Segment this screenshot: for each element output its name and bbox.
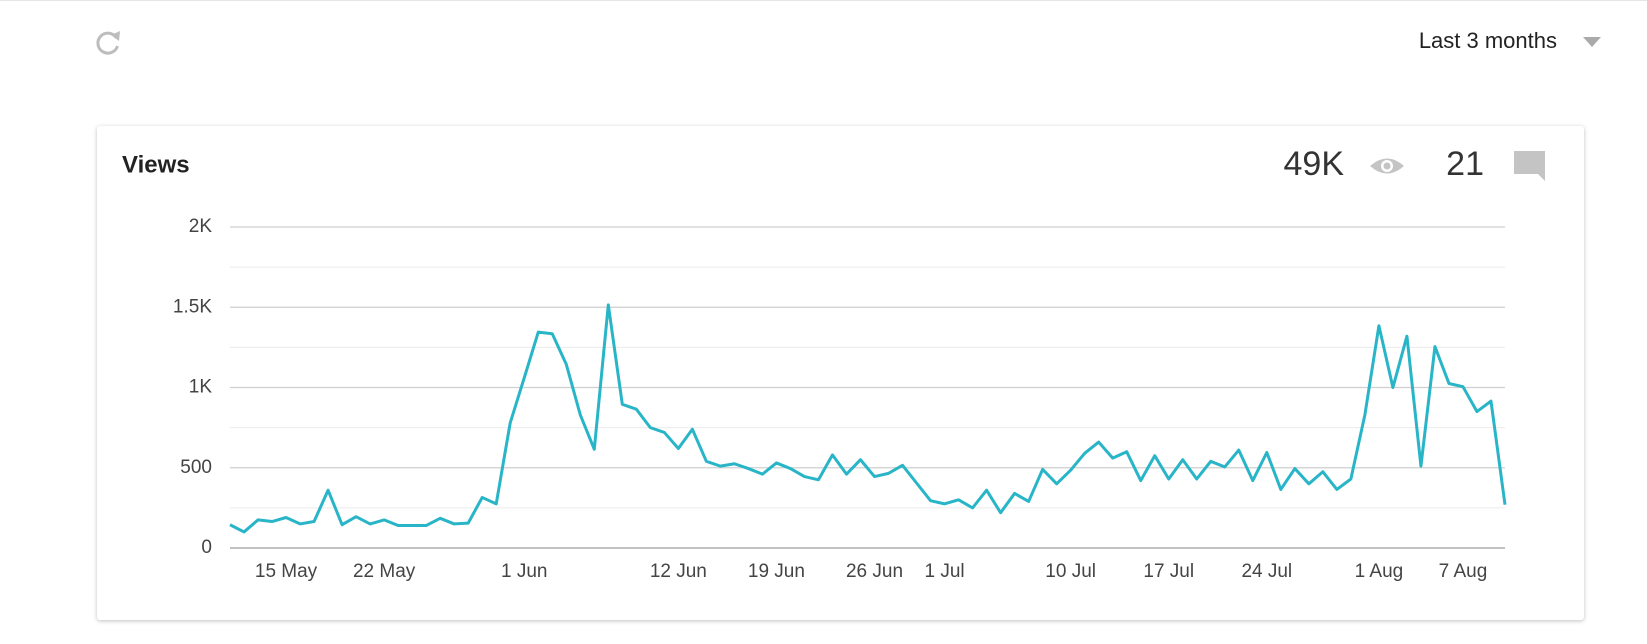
x-tick-label: 24 Jul [1241,561,1292,582]
dropdown-arrow [1583,37,1601,47]
x-tick-label: 1 Jun [501,561,547,582]
card-title: Views [122,151,190,178]
refresh-button[interactable] [96,31,120,55]
x-tick-label: 26 Jun [846,561,903,582]
x-tick-label: 17 Jul [1143,561,1194,582]
range-dropdown[interactable]: Last 3 months [1419,28,1601,53]
x-tick-label: 1 Aug [1355,561,1404,582]
x-tick-label: 12 Jun [650,561,707,582]
y-tick-label: 0 [201,537,212,558]
y-tick-label: 2K [189,216,213,237]
refresh-icon [96,31,119,55]
x-tick-label: 19 Jun [748,561,805,582]
x-tick-label: 15 May [255,561,318,582]
top-rule [0,0,1647,1]
y-tick-label: 1.5K [173,296,212,317]
x-tick-label: 10 Jul [1045,561,1096,582]
eye-pupil [1383,162,1391,170]
refresh-arrow [111,31,120,41]
card [97,126,1584,620]
range-label: Last 3 months [1419,28,1557,53]
x-tick-label: 1 Jul [924,561,964,582]
total-views: 49K [1284,145,1345,183]
eye-icon [1370,158,1404,174]
views-line [229,303,1507,534]
x-tick-label: 22 May [353,561,416,582]
x-tick-label: 7 Aug [1439,561,1488,582]
y-tick-label: 500 [180,457,212,478]
y-tick-label: 1K [189,377,213,398]
comment-icon [1514,151,1545,181]
total-comments: 21 [1446,145,1484,183]
